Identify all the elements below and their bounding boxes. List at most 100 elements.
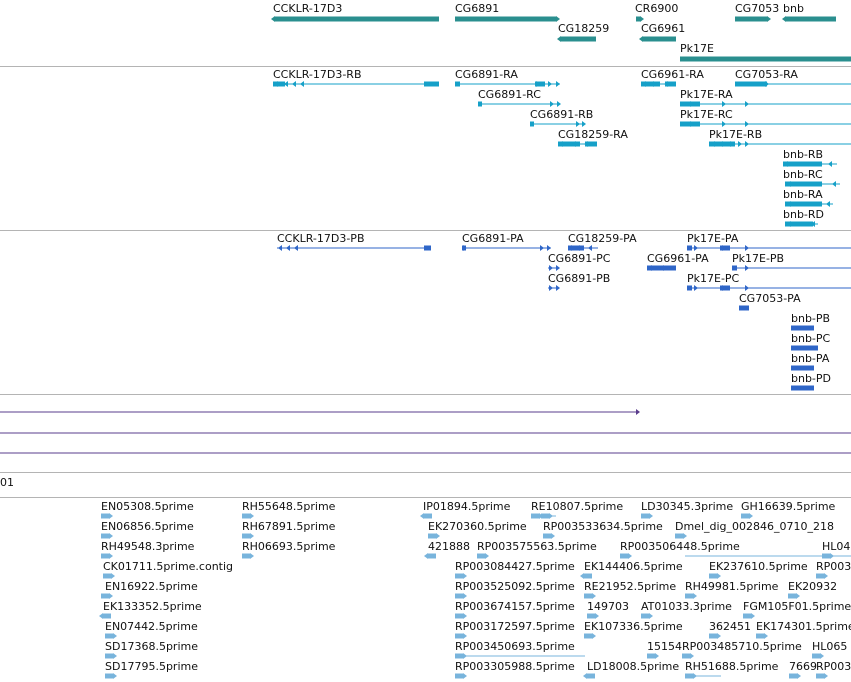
est-label[interactable]: EN05308.5prime	[101, 500, 194, 513]
est-label[interactable]: EK20932	[788, 580, 838, 593]
transcript-label[interactable]: CG6891-RB	[530, 108, 594, 121]
est-label[interactable]: HL04	[822, 540, 851, 553]
est-label[interactable]: RP003525092.5prime	[455, 580, 575, 593]
est-block	[105, 673, 113, 679]
strand-arrow	[636, 409, 640, 415]
est-label[interactable]: EK144406.5prime	[584, 560, 683, 573]
est-label[interactable]: HL065	[812, 640, 848, 653]
transcript-label[interactable]: CG6961-RA	[641, 68, 704, 81]
protein-label[interactable]: bnb-PA	[791, 352, 830, 365]
protein-label[interactable]: Pk17E-PA	[687, 232, 739, 245]
est-label[interactable]: EN07442.5prime	[105, 620, 198, 633]
est-label[interactable]: RP003305988.5prime	[455, 660, 575, 673]
feature-exon-block	[732, 265, 737, 271]
est-label[interactable]: RP003	[816, 560, 851, 573]
transcript-label[interactable]: Pk17E-RC	[680, 108, 733, 121]
est-label[interactable]: RH51688.5prime	[685, 660, 779, 673]
gene-label[interactable]: CCKLR-17D3	[273, 2, 343, 15]
est-label[interactable]: RH06693.5prime	[242, 540, 336, 553]
est-label[interactable]: RH49548.3prime	[101, 540, 195, 553]
est-label[interactable]: RH55648.5prime	[242, 500, 336, 513]
est-label[interactable]: RP003	[816, 660, 851, 673]
transcript-label[interactable]: CCKLR-17D3-RB	[273, 68, 362, 81]
transcript-label[interactable]: Pk17E-RA	[680, 88, 733, 101]
est-label[interactable]: LD30345.3prime	[641, 500, 734, 513]
est-label[interactable]: RP003450693.5prime	[455, 640, 575, 653]
est-label[interactable]: FGM105F01.5prime	[743, 600, 851, 613]
est-label[interactable]: RP003084427.5prime	[455, 560, 575, 573]
gene-label[interactable]: CG7053	[735, 2, 780, 15]
est-label[interactable]: RP003575563.5prime	[477, 540, 597, 553]
transcript-label[interactable]: bnb-RB	[783, 148, 824, 161]
protein-label[interactable]: CCKLR-17D3-PB	[277, 232, 365, 245]
transcript-label[interactable]: Pk17E-RB	[709, 128, 763, 141]
strand-arrow	[274, 81, 278, 87]
est-label[interactable]: EN06856.5prime	[101, 520, 194, 533]
transcript-label[interactable]: CG6891-RA	[455, 68, 518, 81]
strand-arrow	[683, 533, 687, 539]
strand-arrow	[648, 265, 652, 271]
transcript-label[interactable]: CG18259-RA	[558, 128, 628, 141]
gene-label[interactable]: CG6891	[455, 2, 500, 15]
est-label[interactable]: EK270360.5prime	[428, 520, 527, 533]
protein-label[interactable]: CG7053-PA	[739, 292, 801, 305]
est-label[interactable]: SD17368.5prime	[105, 640, 198, 653]
est-label[interactable]: RP003172597.5prime	[455, 620, 575, 633]
est-label[interactable]: 362451	[709, 620, 751, 633]
est-label[interactable]: Dmel_dig_002846_0710_218	[675, 520, 835, 533]
est-label[interactable]: RH49981.5prime	[685, 580, 779, 593]
est-label[interactable]: EK107336.5prime	[584, 620, 683, 633]
est-block	[709, 573, 717, 579]
est-label[interactable]: AT01033.3prime	[641, 600, 732, 613]
protein-label[interactable]: bnb-PC	[791, 332, 831, 345]
strand-arrow	[826, 201, 830, 207]
est-label[interactable]: RH67891.5prime	[242, 520, 336, 533]
est-label[interactable]: 421888	[428, 540, 470, 553]
transcript-label[interactable]: bnb-RA	[783, 188, 823, 201]
est-label[interactable]: EK174301.5prime	[756, 620, 851, 633]
feature-exon-block	[680, 101, 700, 107]
protein-label[interactable]: CG6961-PA	[647, 252, 709, 265]
est-label[interactable]: GH16639.5prime	[741, 500, 836, 513]
est-label[interactable]: LD18008.5prime	[587, 660, 680, 673]
est-label[interactable]: SD17795.5prime	[105, 660, 198, 673]
est-label[interactable]: EN16922.5prime	[105, 580, 198, 593]
strand-arrow	[639, 36, 643, 42]
est-label[interactable]: RE10807.5prime	[531, 500, 624, 513]
gene-label[interactable]: bnb	[783, 2, 804, 15]
est-label[interactable]: RP003485710.5prime	[682, 640, 802, 653]
est-label[interactable]: CK01711.5prime.contig	[103, 560, 234, 573]
transcript-label[interactable]: CG7053-RA	[735, 68, 798, 81]
est-label[interactable]: IP01894.5prime	[423, 500, 511, 513]
est-block	[477, 553, 485, 559]
est-label[interactable]: EK133352.5prime	[103, 600, 202, 613]
est-label[interactable]: 7669	[789, 660, 817, 673]
protein-label[interactable]: bnb-PD	[791, 372, 832, 385]
gene-label[interactable]: CR6900	[635, 2, 679, 15]
transcript-label[interactable]: CG6891-RC	[478, 88, 541, 101]
protein-label[interactable]: CG6891-PA	[462, 232, 524, 245]
est-label[interactable]: RP003533634.5prime	[543, 520, 663, 533]
protein-label[interactable]: CG18259-PA	[568, 232, 637, 245]
gene-label[interactable]: CG18259	[558, 22, 610, 35]
est-label[interactable]: RP003674157.5prime	[455, 600, 575, 613]
protein-label[interactable]: bnb-PB	[791, 312, 831, 325]
feature-exon-block	[424, 245, 431, 251]
est-label[interactable]: 149703	[587, 600, 629, 613]
est-label[interactable]: RP003506448.5prime	[620, 540, 740, 553]
gene-label[interactable]: Pk17E	[680, 42, 714, 55]
protein-label[interactable]: CG6891-PB	[548, 272, 611, 285]
transcript-label[interactable]: bnb-RC	[783, 168, 823, 181]
protein-label[interactable]: Pk17E-PB	[732, 252, 785, 265]
est-block	[531, 513, 539, 519]
protein-label[interactable]: CG6891-PC	[548, 252, 611, 265]
gene-label[interactable]: CG6961	[641, 22, 686, 35]
est-block	[455, 633, 463, 639]
est-label[interactable]: 15154	[647, 640, 682, 653]
est-label[interactable]: RE21952.5prime	[584, 580, 677, 593]
feature-exon-block	[641, 81, 660, 87]
est-block	[242, 513, 250, 519]
transcript-label[interactable]: bnb-RD	[783, 208, 825, 221]
est-label[interactable]: EK237610.5prime	[709, 560, 808, 573]
protein-label[interactable]: Pk17E-PC	[687, 272, 740, 285]
